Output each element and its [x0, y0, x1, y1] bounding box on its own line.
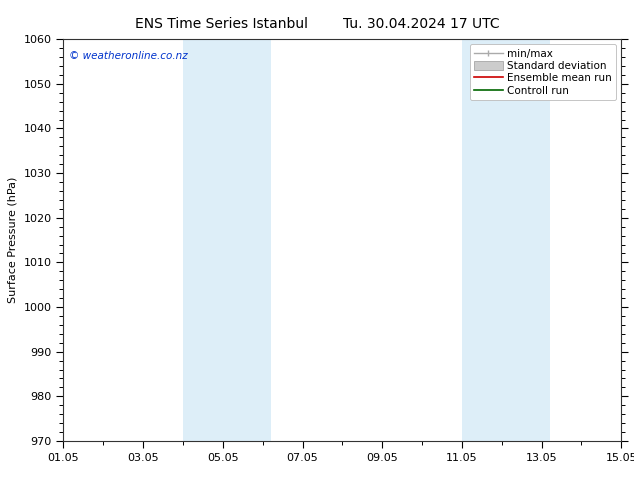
Text: ENS Time Series Istanbul        Tu. 30.04.2024 17 UTC: ENS Time Series Istanbul Tu. 30.04.2024 … [134, 17, 500, 31]
Text: © weatheronline.co.nz: © weatheronline.co.nz [69, 51, 188, 61]
Y-axis label: Surface Pressure (hPa): Surface Pressure (hPa) [8, 177, 18, 303]
Bar [462, 39, 550, 441]
Legend: min/max, Standard deviation, Ensemble mean run, Controll run: min/max, Standard deviation, Ensemble me… [470, 45, 616, 100]
Bar [183, 39, 271, 441]
